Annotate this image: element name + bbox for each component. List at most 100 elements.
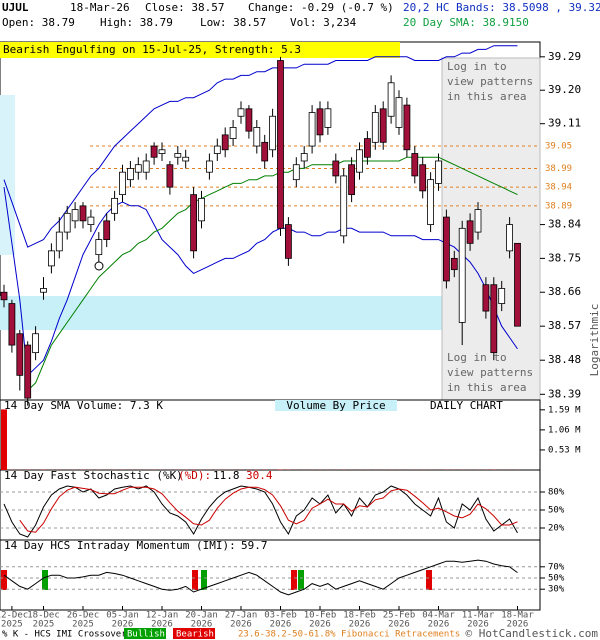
low: Low: 38.57 xyxy=(200,16,266,29)
candle-body xyxy=(127,168,134,181)
x-tick-label: 2026 xyxy=(388,620,410,630)
y-tick-label: 50% xyxy=(548,574,565,584)
change: Change: -0.29 (-0.7 %) xyxy=(248,1,394,14)
x-tick-label: 2026 xyxy=(270,620,292,630)
candle-body xyxy=(450,257,458,271)
bearish-marker xyxy=(291,570,297,590)
candle-body xyxy=(71,209,79,222)
candle-body xyxy=(245,108,253,132)
d-value: 30.4 xyxy=(246,469,273,482)
candle-body xyxy=(134,164,142,173)
candle-body xyxy=(166,164,174,188)
x-tick-label: 20-Jan xyxy=(185,611,218,621)
indicator-line xyxy=(3,559,518,596)
x-tick-label: 2025 xyxy=(33,620,55,630)
login-note: view patterns xyxy=(447,75,533,88)
x-tick-label: 2026 xyxy=(467,620,489,630)
y-tick-label: 20% xyxy=(548,524,565,534)
candle-body xyxy=(395,97,403,128)
pattern-banner-text: Bearish Engulfing on 15-Jul-25, Strength… xyxy=(3,43,301,56)
x-tick-label: 27-Jan xyxy=(225,611,258,621)
candle-body xyxy=(442,216,450,282)
bearish-marker xyxy=(192,570,198,590)
candle-body xyxy=(32,333,39,354)
y-tick-label: 80% xyxy=(548,488,565,498)
symbol: UJUL xyxy=(2,1,29,14)
panel-title: 14 Day Fast Stochastic (%K) xyxy=(4,469,183,482)
crossover-markers xyxy=(1,570,432,590)
candle-body xyxy=(490,284,498,354)
close: Close: 38.57 xyxy=(145,1,224,14)
x-tick-label: 2025 xyxy=(1,620,23,630)
fibonacci-note: 23.6-38.2-50-61.8% Fibonacci Retracement… xyxy=(238,630,460,640)
candle-body xyxy=(182,156,190,162)
candle-body xyxy=(466,220,474,244)
candle-body xyxy=(458,227,466,323)
candle-body xyxy=(205,160,213,173)
candle-body xyxy=(261,141,269,162)
y-tick-label: 39.11 xyxy=(548,117,581,130)
candle-body xyxy=(0,291,8,301)
candle-body xyxy=(506,224,514,252)
x-tick-label: 18-Mar xyxy=(501,611,534,621)
candle-body xyxy=(284,224,292,259)
x-tick-label: 2026 xyxy=(151,620,173,630)
footer-label: % K - HCS IMI Crossover: xyxy=(2,630,132,640)
candle-body xyxy=(229,127,237,139)
panel-title: 14 Day SMA Volume: 7.3 K xyxy=(4,399,163,412)
sma-legend: 20 Day SMA: 38.9150 xyxy=(403,16,529,29)
candle-body xyxy=(79,205,87,222)
candle-body xyxy=(348,164,356,196)
candle-body xyxy=(324,108,332,128)
candle-body xyxy=(371,112,379,143)
bearish-marker xyxy=(426,570,432,590)
bearish-box xyxy=(173,628,215,639)
x-tick-label: 03-Feb xyxy=(264,611,297,621)
bullish-label: Bullish xyxy=(127,630,165,640)
axis-label: Logarithmic xyxy=(588,304,600,377)
candle-body xyxy=(300,153,308,162)
candle-body xyxy=(340,175,348,237)
y-tick-label: 39.20 xyxy=(548,83,581,96)
volume-frame xyxy=(0,399,541,471)
candle-body xyxy=(474,209,482,233)
candle-body xyxy=(55,231,63,252)
candle-body xyxy=(95,239,103,256)
bullish-marker xyxy=(42,570,48,590)
candle-body xyxy=(308,112,316,147)
x-tick-label: 18-Dec xyxy=(27,611,60,621)
x-tick-label: 12-Jan xyxy=(146,611,179,621)
bands-legend: 20,2 HC Bands: 38.5098 , 39.3244 xyxy=(403,1,600,14)
candle-body xyxy=(363,138,371,158)
candle-body xyxy=(482,284,490,312)
candle-body xyxy=(514,242,521,327)
volume: Vol: 3,234 xyxy=(290,16,357,29)
bearish-marker xyxy=(1,570,7,590)
candle-body xyxy=(332,160,340,177)
candle-body xyxy=(16,333,24,376)
y-tick-label: 38.66 xyxy=(548,285,581,298)
x-tick-label: 05-Jan xyxy=(106,611,139,621)
x-tick-label: 12-Dec xyxy=(0,611,28,621)
candle-body xyxy=(379,108,387,143)
y-tick-label: 38.84 xyxy=(548,218,581,231)
fib-label: 38.89 xyxy=(545,201,572,211)
y-tick-label: 1.06 M xyxy=(548,425,581,435)
candle-body xyxy=(316,108,324,136)
x-tick-label: 11-Mar xyxy=(462,611,495,621)
x-tick-label: 2026 xyxy=(309,620,331,630)
volume-by-price-zone xyxy=(0,95,15,255)
login-note: view patterns xyxy=(447,366,533,379)
open: Open: 38.79 xyxy=(2,16,75,29)
candle-body xyxy=(142,160,150,173)
pattern-banner xyxy=(0,42,400,58)
candle-body xyxy=(40,288,47,293)
imi-value: 59.7 xyxy=(241,539,268,552)
overlay-line xyxy=(3,45,518,248)
candle-body xyxy=(63,212,71,233)
fib-label: 38.94 xyxy=(545,183,572,193)
candle-body xyxy=(292,164,300,181)
overlay-line xyxy=(3,187,518,377)
indicator-line xyxy=(19,486,518,533)
